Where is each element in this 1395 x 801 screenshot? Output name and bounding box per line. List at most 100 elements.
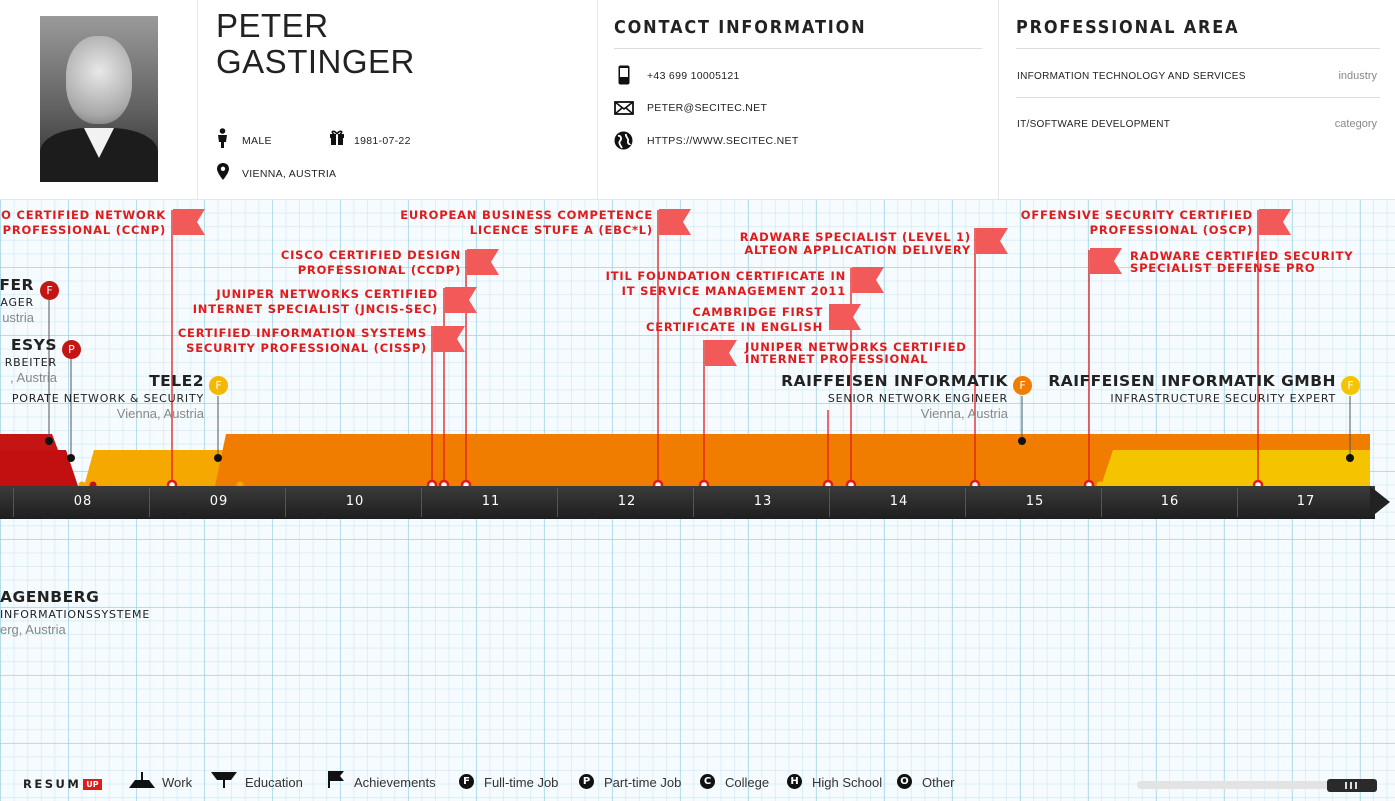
achievement-flag-icon[interactable] <box>976 228 1008 254</box>
year-label: 11 <box>481 494 501 509</box>
high-school-icon: H <box>787 774 802 789</box>
phone-value[interactable]: +43 699 10005121 <box>647 70 740 82</box>
achievement-label[interactable]: JUNIPER NETWORKS CERTIFIED INTERNET SPECI… <box>192 287 438 316</box>
achievement-label[interactable]: CAMBRIDGE FIRST CERTIFICATE IN ENGLISH <box>646 305 823 334</box>
job-anchor-dot <box>67 454 75 462</box>
legend-other: Other <box>922 775 955 790</box>
year-label: 09 <box>209 494 229 509</box>
part-time-job-icon: P <box>579 774 594 789</box>
legend-college: College <box>725 775 770 790</box>
achievement-label[interactable]: CISCO CERTIFIED DESIGN PROFESSIONAL (CCDP… <box>280 248 461 277</box>
achievement-flag-icon[interactable] <box>467 249 499 275</box>
professional-area-column: PROFESSIONAL AREA INFORMATION TECHNOLOGY… <box>999 0 1395 199</box>
category-label: category <box>1334 118 1377 130</box>
year-label: 12 <box>617 494 637 509</box>
timeline-scrollbar-track[interactable] <box>1137 781 1375 789</box>
category-value: IT/SOFTWARE DEVELOPMENT <box>1017 119 1171 130</box>
part-time-badge-icon: P <box>62 340 81 359</box>
achievement-flag-icon[interactable] <box>173 209 205 235</box>
divider <box>614 48 982 49</box>
year-separator <box>1101 488 1102 517</box>
full-time-job-icon: F <box>459 774 474 789</box>
timeline-scrollbar-thumb[interactable] <box>1327 779 1377 792</box>
birthday-gift-icon <box>330 130 344 145</box>
industry-label: industry <box>1338 70 1377 82</box>
year-label: 15 <box>1025 494 1045 509</box>
location-value: VIENNA, AUSTRIA <box>242 168 337 180</box>
achievement-label[interactable]: JUNIPER NETWORKS CERTIFIED INTERNET PROFE… <box>745 340 967 366</box>
year-label: 13 <box>753 494 773 509</box>
work-band-raiffeisen-informatik[interactable] <box>215 434 1370 486</box>
achievement-flag-icon[interactable] <box>433 326 465 352</box>
divider <box>1016 48 1380 49</box>
job-entry[interactable]: FER AGER ustria <box>0 276 34 325</box>
last-name: GASTINGER <box>216 43 415 80</box>
full-time-badge-icon: F <box>40 281 59 300</box>
profile-name: PETER GASTINGER <box>216 8 415 80</box>
mobile-phone-icon <box>618 65 630 85</box>
work-legend-icon <box>129 772 155 788</box>
resumup-logo[interactable]: RESUM UP <box>23 777 102 791</box>
gender-icon <box>218 128 227 148</box>
achievement-label[interactable]: EUROPEAN BUSINESS COMPETENCE LICENCE STUF… <box>400 208 653 237</box>
job-entry[interactable]: ESYS RBEITER , Austria <box>4 336 57 385</box>
website-link[interactable]: HTTPS://WWW.SECITEC.NET <box>647 135 799 147</box>
year-label: 16 <box>1160 494 1180 509</box>
legend-full-time-job: Full-time Job <box>484 775 559 790</box>
full-time-badge-icon: F <box>209 376 228 395</box>
gender-value: MALE <box>242 135 272 147</box>
year-separator <box>149 488 150 517</box>
year-separator <box>829 488 830 517</box>
year-label: 14 <box>889 494 909 509</box>
profile-photo <box>40 16 158 182</box>
achievement-label[interactable]: RADWARE SPECIALIST (LEVEL 1) ALTEON APPLI… <box>739 230 971 257</box>
year-separator <box>13 488 14 517</box>
legend-high-school: High School <box>812 775 883 790</box>
job-entry[interactable]: RAIFFEISEN INFORMATIK SENIOR NETWORK ENG… <box>781 372 1008 421</box>
job-entry[interactable]: RAIFFEISEN INFORMATIK GMBH INFRASTRUCTUR… <box>1048 372 1336 405</box>
year-label: 08 <box>73 494 93 509</box>
work-band-esys[interactable] <box>0 450 78 486</box>
achievement-flag-icon[interactable] <box>1259 209 1291 235</box>
year-separator <box>1237 488 1238 517</box>
year-separator <box>965 488 966 517</box>
legend-part-time-job: Part-time Job <box>604 775 682 790</box>
achievement-label[interactable]: O CERTIFIED NETWORK PROFESSIONAL (CCNP) <box>1 208 166 237</box>
industry-value: INFORMATION TECHNOLOGY AND SERVICES <box>1017 71 1246 82</box>
email-envelope-icon <box>614 101 634 115</box>
work-band-fer[interactable] <box>0 434 58 450</box>
email-value[interactable]: PETER@SECITEC.NET <box>647 102 768 114</box>
achievement-label[interactable]: RADWARE CERTIFIED SECURITY SPECIALIST DEF… <box>1130 249 1354 275</box>
photo-column <box>0 0 198 199</box>
education-entry[interactable]: AGENBERG INFORMATIONSSYSTEME erg, Austri… <box>0 588 151 637</box>
job-anchor-dot <box>1018 437 1026 445</box>
achievement-flag-icon[interactable] <box>829 304 861 330</box>
profile-header: PETER GASTINGER MALE 1981-07-22 VIENNA, … <box>0 0 1395 200</box>
achievement-flag-icon[interactable] <box>445 287 477 313</box>
achievement-label[interactable]: OFFENSIVE SECURITY CERTIFIED PROFESSIONAL… <box>1020 208 1253 237</box>
achievement-flag-icon[interactable] <box>705 340 737 366</box>
achievement-flag-icon[interactable] <box>659 209 691 235</box>
achievement-label[interactable]: ITIL FOUNDATION CERTIFICATE IN IT SERVICE… <box>605 269 846 298</box>
achievement-flag-icon[interactable] <box>852 267 884 293</box>
year-separator <box>285 488 286 517</box>
work-band-raiffeisen-informatik-gmbh[interactable] <box>1101 450 1370 486</box>
job-anchor-dot <box>45 437 53 445</box>
first-name: PETER <box>216 7 329 44</box>
year-label: 10 <box>345 494 365 509</box>
axis-arrow-icon <box>1370 486 1390 518</box>
work-band-tele2[interactable] <box>84 450 240 486</box>
year-separator <box>693 488 694 517</box>
legend-achievements: Achievements <box>354 775 436 790</box>
professional-area-title: PROFESSIONAL AREA <box>1016 18 1240 38</box>
full-time-badge-icon: F <box>1013 376 1032 395</box>
year-label: 17 <box>1296 494 1316 509</box>
full-time-badge-icon: F <box>1341 376 1360 395</box>
job-entry[interactable]: TELE2 PORATE NETWORK & SECURITY Vienna, … <box>11 372 204 421</box>
achievement-label[interactable]: CERTIFIED INFORMATION SYSTEMS SECURITY PR… <box>177 326 427 355</box>
divider <box>1016 97 1380 98</box>
achievement-flag-legend-icon <box>328 771 344 788</box>
year-axis[interactable] <box>0 486 1375 519</box>
birthdate-value: 1981-07-22 <box>354 135 411 147</box>
achievement-flag-icon[interactable] <box>1090 248 1122 274</box>
